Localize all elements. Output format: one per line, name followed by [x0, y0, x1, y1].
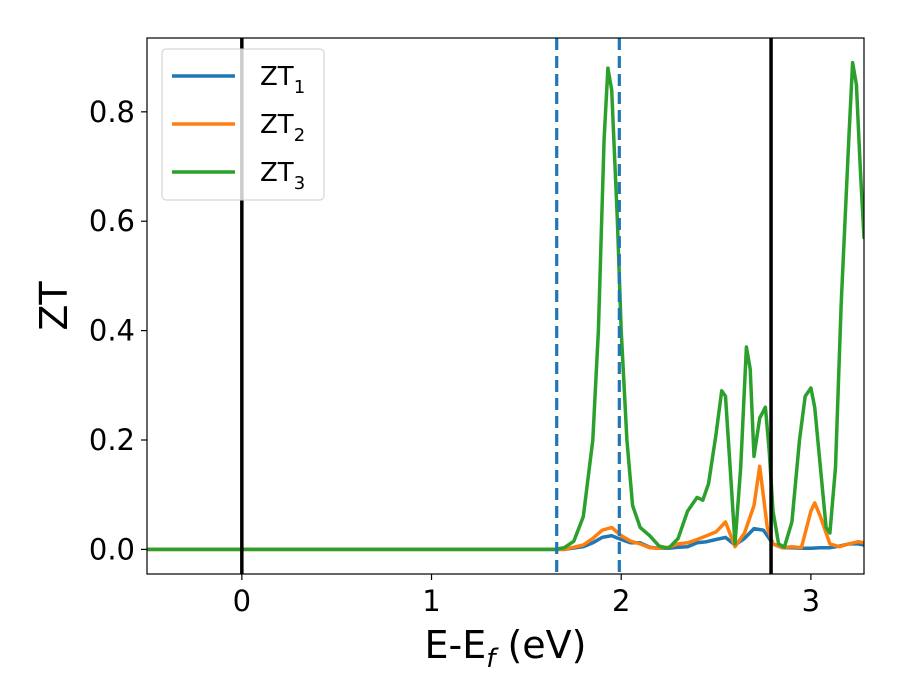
series-line-zt2	[147, 464, 864, 552]
x-tick-label: 2	[612, 584, 630, 618]
legend-box	[161, 48, 325, 201]
series-line-zt3	[147, 60, 864, 552]
y-axis-title: ZT	[32, 281, 76, 331]
legend-label-zt1: ZT1	[260, 62, 305, 98]
legend-label-zt3: ZT3	[260, 158, 305, 194]
y-tick-label: 0.4	[89, 314, 135, 348]
legend: ZT1 ZT2 ZT3	[161, 48, 325, 201]
x-axis-title: E-Ef (eV)	[424, 623, 586, 674]
x-tick-label: 1	[422, 584, 440, 618]
x-tick-label: 3	[802, 584, 820, 618]
series-lines	[147, 60, 864, 552]
y-axis: 0.0 0.2 0.4 0.6 0.8	[89, 95, 147, 566]
x-axis: 0 1 2 3	[233, 574, 820, 618]
y-tick-label: 0.8	[89, 95, 135, 129]
plot-frame	[146, 37, 865, 575]
y-tick-label: 0.6	[89, 204, 135, 238]
y-tick-label: 0.0	[89, 532, 135, 566]
legend-label-zt2: ZT2	[260, 110, 305, 146]
series-line-zt1	[147, 526, 864, 552]
x-tick-label: 0	[233, 584, 251, 618]
y-tick-label: 0.2	[89, 423, 135, 457]
